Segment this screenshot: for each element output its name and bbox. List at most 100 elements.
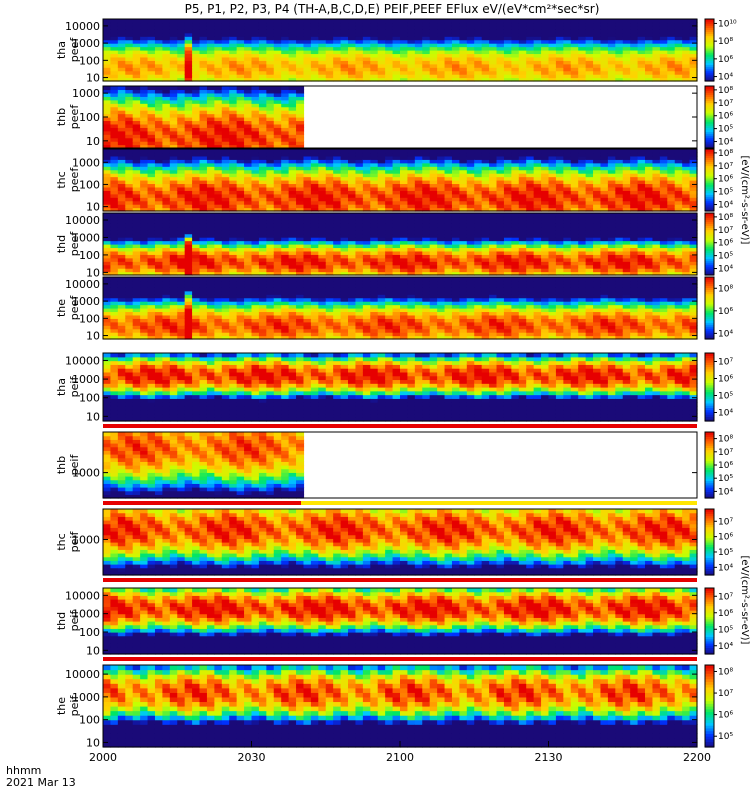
heatmap-cell [125,207,134,212]
heatmap-cell [496,264,505,269]
heatmap-cell [199,60,208,65]
heatmap-cell [489,152,498,157]
heatmap-cell [674,173,683,178]
heatmap-cell [563,230,572,235]
heatmap-cell [236,99,245,104]
heatmap-cell [555,25,564,30]
heatmap-cell [659,155,668,160]
heatmap-cell [258,117,267,122]
heatmap-cell [236,144,245,149]
heatmap-cell [444,77,453,82]
heatmap-cell [385,152,394,157]
heatmap-cell [370,254,379,259]
heatmap-cell [258,226,267,231]
heatmap-cell [184,25,193,30]
heatmap-cell [110,127,119,132]
heatmap-cell [667,60,676,65]
heatmap-cell [355,29,364,34]
heatmap-cell [192,67,201,72]
heatmap-cell [221,230,230,235]
heatmap-cell [296,25,305,30]
heatmap-cell [429,186,438,191]
heatmap-cell [192,123,201,128]
heatmap-cell [258,166,267,171]
heatmap-cell [451,25,460,30]
heatmap-cell [348,216,357,221]
heatmap-cell [533,169,542,174]
heatmap-cell [192,92,201,97]
heatmap-cell [377,176,386,181]
heatmap-cell [110,117,119,122]
heatmap-cell [481,271,490,276]
heatmap-cell [132,19,141,24]
heatmap-cell [682,155,691,160]
heatmap-cell [355,257,364,262]
heatmap-cell [258,110,267,115]
heatmap-cell [555,254,564,259]
heatmap-cell [400,39,409,44]
heatmap-cell [377,77,386,82]
heatmap-cell [296,141,305,146]
heatmap-cell [251,261,260,266]
heatmap-cell [392,53,401,58]
heatmap-cell [392,250,401,255]
heatmap-cell [370,223,379,228]
heatmap-cell [296,36,305,41]
heatmap-cell [407,173,416,178]
heatmap-cell [140,237,149,242]
heatmap-cell [229,43,238,48]
heatmap-cell [370,213,379,218]
heatmap-cell [667,193,676,198]
heatmap-cell [370,193,379,198]
heatmap-cell [570,200,579,205]
heatmap-cell [281,22,290,27]
heatmap-cell [206,39,215,44]
heatmap-cell [511,180,520,185]
heatmap-cell [637,166,646,171]
heatmap-cell [244,56,253,61]
heatmap-cell [258,103,267,108]
heatmap-cell [147,141,156,146]
heatmap-cell [385,254,394,259]
heatmap-cell [541,244,550,249]
heatmap-cell [585,166,594,171]
heatmap-cell [615,230,624,235]
heatmap-cell [370,159,379,164]
heatmap-cell [140,53,149,58]
heatmap-cell [206,204,215,209]
heatmap-cell [273,120,282,125]
heatmap-cell [140,250,149,255]
heatmap-cell [258,25,267,30]
heatmap-cell [489,226,498,231]
heatmap-cell [667,233,676,238]
heatmap-cell [637,247,646,252]
heatmap-cell [169,162,178,167]
heatmap-cell [637,261,646,266]
heatmap-cell [674,19,683,24]
heatmap-cell [273,86,282,91]
heatmap-cell [607,230,616,235]
heatmap-cell [578,25,587,30]
heatmap-cell [206,268,215,273]
heatmap-cell [214,247,223,252]
heatmap-cell [414,223,423,228]
heatmap-cell [570,152,579,157]
heatmap-cell [355,193,364,198]
heatmap-cell [496,19,505,24]
heatmap-cell [459,237,468,242]
heatmap-cell [615,70,624,75]
heatmap-cell [444,223,453,228]
heatmap-cell [258,22,267,27]
heatmap-cell [310,46,319,51]
heatmap-cell [459,50,468,55]
heatmap-cell [526,219,535,224]
heatmap-cell [637,152,646,157]
heatmap-cell [682,237,691,242]
heatmap-cell [258,113,267,118]
heatmap-cell [303,22,312,27]
heatmap-cell [229,39,238,44]
heatmap-cell [615,67,624,72]
heatmap-cell [637,186,646,191]
heatmap-cell [125,271,134,276]
heatmap-cell [533,39,542,44]
